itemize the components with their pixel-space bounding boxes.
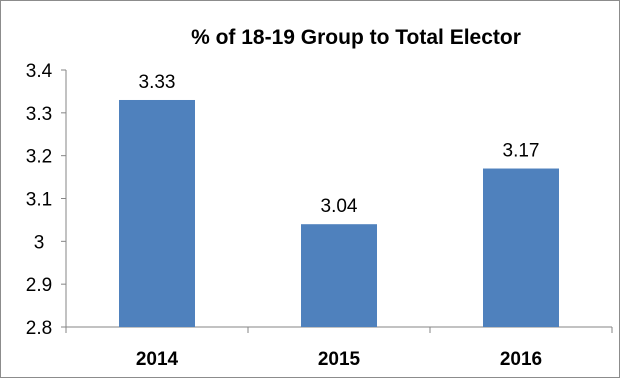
data-labels: 3.33 3.04 3.17 xyxy=(139,72,540,217)
data-label-2016: 3.17 xyxy=(503,141,540,162)
data-label-2014: 3.33 xyxy=(139,72,176,93)
x-tick-label-2015: 2015 xyxy=(318,349,361,370)
chart-title: % of 18-19 Group to Total Elector xyxy=(191,26,521,49)
bars xyxy=(119,99,559,327)
y-tick-label: 3.2 xyxy=(26,147,52,168)
y-axis: 2.8 2.9 3 3.1 3.2 3.3 3.4 xyxy=(26,61,67,339)
y-tick-label: 3 xyxy=(34,232,45,253)
y-tick-label: 2.8 xyxy=(26,318,52,339)
x-tick-label-2016: 2016 xyxy=(500,349,542,370)
bar-2015 xyxy=(301,224,377,327)
data-label-2015: 3.04 xyxy=(321,196,358,217)
bar-2014 xyxy=(119,99,195,327)
x-tick-label-2014: 2014 xyxy=(136,349,179,370)
x-axis: 2014 2015 2016 xyxy=(65,326,613,370)
y-tick-label: 3.3 xyxy=(26,104,52,125)
bar-2016 xyxy=(483,168,559,327)
y-tick-label: 3.4 xyxy=(26,61,53,82)
y-tick-label: 2.9 xyxy=(26,275,52,296)
y-tick-label: 3.1 xyxy=(26,190,52,211)
